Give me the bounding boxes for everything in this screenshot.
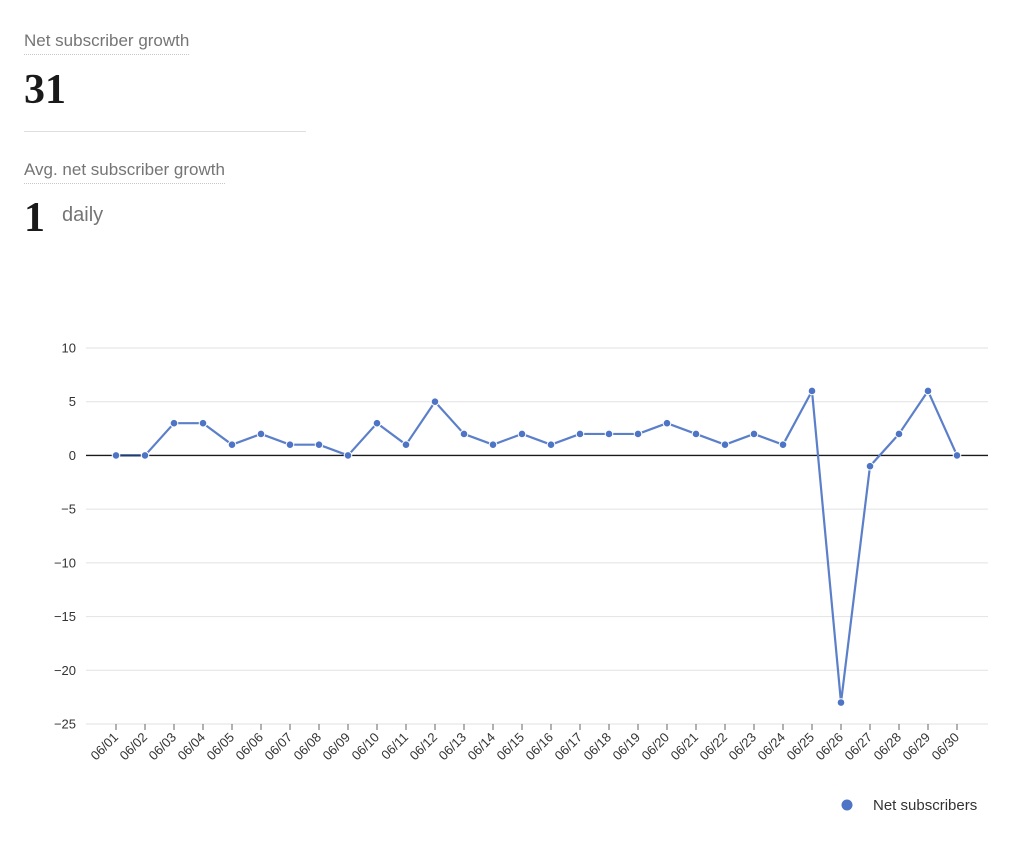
data-point-06-05[interactable] [227, 440, 237, 449]
data-point-06-29[interactable] [923, 386, 933, 396]
data-point-06-13[interactable] [459, 429, 469, 439]
data-point-06-27[interactable] [865, 461, 875, 471]
y-tick-label: −20 [54, 663, 76, 678]
net-growth-label: Net subscriber growth [24, 30, 190, 55]
avg-growth-label: Avg. net subscriber growth [24, 159, 225, 184]
data-point-06-19[interactable] [633, 429, 643, 439]
data-point-06-28[interactable] [894, 429, 904, 439]
data-point-06-26[interactable] [836, 698, 846, 707]
x-tick-label: 06/01 [88, 730, 122, 764]
y-tick-label: −10 [54, 555, 76, 570]
x-tick-label: 06/03 [146, 730, 180, 764]
x-tick-label: 06/19 [610, 730, 644, 764]
x-tick-label: 06/27 [842, 730, 876, 764]
y-tick-label: −15 [54, 609, 76, 624]
x-tick-label: 06/20 [639, 730, 673, 764]
x-tick-label: 06/11 [378, 730, 411, 763]
data-point-06-18[interactable] [604, 429, 614, 439]
legend-label: Net subscribers [873, 797, 977, 814]
x-tick-label: 06/24 [755, 730, 789, 764]
series-points [111, 386, 962, 707]
x-tick-label: 06/23 [726, 730, 760, 764]
x-tick-label: 06/28 [871, 730, 905, 764]
grid-lines [86, 347, 988, 725]
x-tick-label: 06/14 [465, 730, 499, 764]
x-tick-label: 06/04 [175, 730, 209, 764]
data-point-06-07[interactable] [285, 440, 295, 449]
y-tick-label: 10 [62, 341, 76, 356]
x-axis-ticks: 06/0106/0206/0306/0406/0506/0606/0706/08… [88, 724, 963, 764]
series-line [116, 389, 959, 704]
data-point-06-20[interactable] [662, 418, 672, 428]
data-point-06-04[interactable] [198, 418, 208, 428]
data-point-06-17[interactable] [575, 429, 585, 439]
y-tick-label: 5 [69, 394, 76, 409]
data-point-06-09[interactable] [343, 451, 353, 460]
y-axis-ticks: 10 5 0 −5 −10 −15 −20 −25 [54, 341, 76, 732]
data-point-06-10[interactable] [372, 418, 382, 428]
x-tick-label: 06/05 [204, 730, 238, 764]
x-tick-label: 06/30 [929, 730, 963, 764]
data-point-06-21[interactable] [691, 429, 701, 439]
y-tick-label: 0 [69, 448, 76, 463]
legend-marker [841, 799, 853, 811]
x-tick-label: 06/15 [494, 730, 528, 764]
data-point-06-25[interactable] [807, 386, 817, 396]
data-point-06-15[interactable] [517, 429, 527, 439]
x-tick-label: 06/02 [117, 730, 151, 764]
y-tick-label: −25 [54, 717, 76, 732]
x-tick-label: 06/21 [668, 730, 702, 764]
avg-growth-unit: daily [62, 204, 104, 226]
x-tick-label: 06/08 [291, 730, 325, 764]
series-line-path [116, 389, 959, 704]
x-tick-label: 06/25 [784, 730, 818, 764]
data-point-06-08[interactable] [314, 440, 324, 449]
data-point-06-12[interactable] [430, 397, 440, 407]
x-tick-label: 06/18 [581, 730, 615, 764]
data-point-06-02[interactable] [140, 451, 150, 460]
legend[interactable]: Net subscribers [841, 797, 978, 814]
y-tick-label: −5 [61, 502, 76, 517]
x-tick-label: 06/16 [523, 730, 557, 764]
x-tick-label: 06/29 [900, 730, 934, 764]
avg-growth-value: 1 [24, 195, 45, 241]
x-tick-label: 06/13 [436, 730, 470, 764]
x-tick-label: 06/07 [262, 730, 296, 764]
data-point-06-23[interactable] [749, 429, 759, 439]
data-point-06-06[interactable] [256, 429, 266, 439]
x-tick-label: 06/06 [233, 730, 267, 764]
x-tick-label: 06/12 [407, 730, 441, 764]
data-point-06-22[interactable] [720, 440, 730, 449]
x-tick-label: 06/09 [320, 730, 354, 764]
x-tick-label: 06/22 [697, 730, 731, 764]
stats-divider [24, 131, 306, 132]
data-point-06-24[interactable] [778, 440, 788, 449]
data-point-06-01[interactable] [111, 451, 121, 460]
x-tick-label: 06/10 [349, 730, 383, 764]
data-point-06-11[interactable] [401, 440, 411, 449]
x-tick-label: 06/26 [813, 730, 847, 764]
data-point-06-14[interactable] [488, 440, 498, 449]
data-point-06-03[interactable] [169, 418, 179, 428]
data-point-06-16[interactable] [546, 440, 556, 449]
data-point-06-30[interactable] [952, 451, 962, 460]
net-growth-value: 31 [24, 67, 66, 113]
x-tick-label: 06/17 [552, 730, 586, 764]
